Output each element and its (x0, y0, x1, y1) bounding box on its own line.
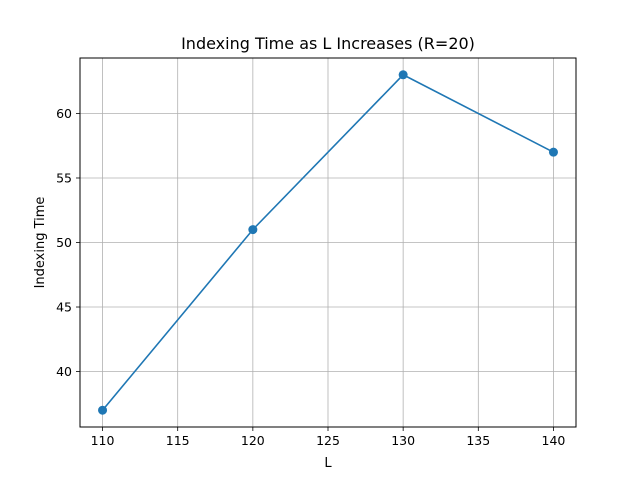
y-axis-label: Indexing Time (33, 197, 48, 289)
data-series (98, 70, 558, 415)
x-tick-label: 135 (466, 433, 490, 448)
y-tick-label: 50 (56, 235, 72, 250)
x-tick-label: 120 (241, 433, 265, 448)
x-tick-label: 115 (166, 433, 190, 448)
x-axis-label: L (324, 456, 332, 471)
y-tick-label: 40 (56, 364, 72, 379)
x-tick-label: 125 (316, 433, 340, 448)
x-tick-label: 130 (391, 433, 415, 448)
x-tick-label: 140 (542, 433, 566, 448)
gridlines (80, 58, 576, 427)
y-tick-label: 45 (56, 300, 72, 315)
data-point (548, 147, 558, 157)
x-tick-label: 110 (91, 433, 115, 448)
axis-ticks: 110 115 120 125 130 135 140 40 45 50 55 60 (56, 106, 565, 448)
chart-title: Indexing Time as L Increases (R=20) (181, 34, 475, 53)
y-tick-label: 60 (56, 106, 72, 121)
data-point (398, 70, 408, 80)
data-point (248, 225, 258, 235)
series-line (101, 73, 554, 411)
y-tick-label: 55 (56, 170, 72, 185)
data-point (98, 405, 108, 415)
